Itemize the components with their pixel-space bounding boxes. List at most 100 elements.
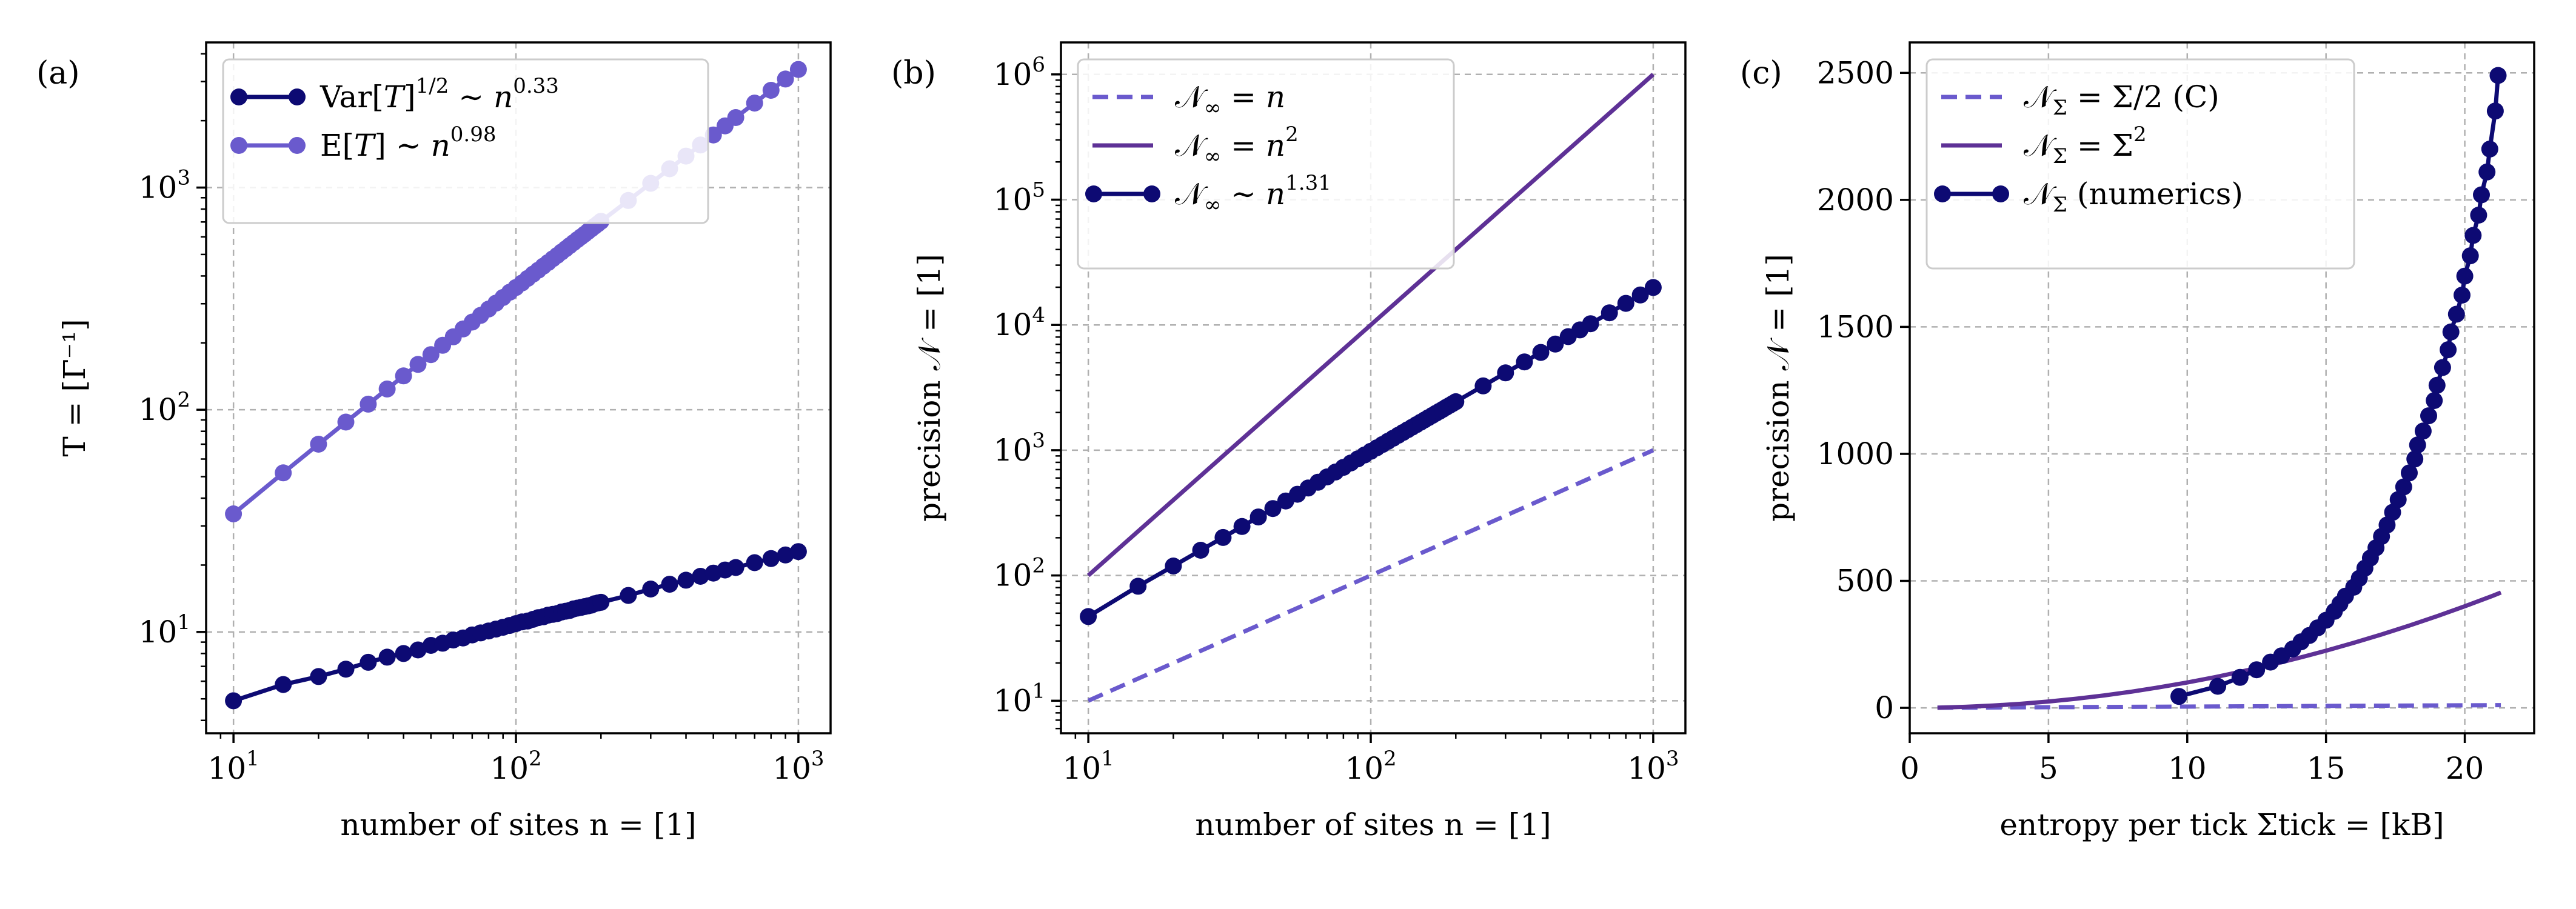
panel-a-series-0-point-38 [592,593,610,611]
panel-a-legend: Var[T]1/2 ∼ n0.33 E[T] ∼ n0.98 [222,58,709,224]
panel-a-series-1-point-5 [378,380,396,398]
panel-a-legend-marker-1-a [230,137,247,154]
panel-c-series-2-point-39 [2470,207,2487,224]
panel-b-series-2-point-1 [1129,578,1147,595]
panel-c-series-2-point-25 [2406,450,2424,468]
panel-c-series-2-point-2 [2231,668,2249,686]
panel-c-series-2-point-22 [2389,491,2407,508]
panel-c-legend: 𝒩Σ = Σ/2 (C)𝒩Σ = Σ2 𝒩Σ (numerics) [1925,58,2355,270]
panel-a-series-0-point-41 [661,576,678,593]
panel-c-series-2-point-32 [2440,341,2457,359]
panel-b-series-2-point-42 [1532,344,1550,361]
panel-a-series-1-point-4 [360,395,377,413]
panel-c-series-2-point-21 [2384,504,2401,521]
panel-a-series-0-point-1 [275,676,292,693]
panel-b-ytick-label-1: 102 [994,554,1045,593]
panel-c-series-2-point-28 [2420,407,2437,425]
panel-c-legend-label-1: 𝒩Σ = Σ2 [2024,122,2147,168]
panel-c-frame [1909,41,2535,734]
panel-a-series-0-point-2 [310,668,327,685]
panel-c-series-2-point-3 [2248,661,2266,679]
panel-c-series-2-point-23 [2395,478,2412,496]
panel-c-letter: (c) [1740,55,1782,92]
panel-a-legend-marker-0-b [289,88,306,105]
panel-b-xtick-label-1: 102 [1345,747,1396,786]
panel-c-series-2-point-42 [2481,141,2498,158]
panel-c-series-2-point-35 [2454,287,2471,304]
panel-b-series-2-point-48 [1617,295,1634,312]
panel-c-series-0-line [1937,703,2501,710]
panel-a-series-0-point-40 [642,581,660,598]
panel-a-xlabel: number of sites n = [1] [340,807,696,842]
panel-c-ytick-label-4: 2000 [1817,182,1894,218]
panel-c-legend-marker-2-b [1992,185,2009,202]
panel-a-series-1-point-48 [762,82,780,99]
panel-a-xtick-label-2: 103 [772,747,824,786]
panel-a-series-0-point-0 [225,692,243,710]
panel-c-series-2-point-44 [2489,67,2507,84]
panel-b-series-1-line [1086,73,1655,578]
panel-c-series-2-point-31 [2434,359,2451,376]
panel-b-series-2-point-0 [1080,608,1097,625]
panel-a-series-1-point-44 [704,126,722,144]
panel-b-ytick-label-0: 101 [994,679,1045,718]
panel-c-series-2-point-29 [2426,392,2443,409]
panel-c-legend-label-2: 𝒩Σ (numerics) [2024,176,2243,217]
panel-b-series-2-point-7 [1264,500,1282,518]
panel-b-series-2-point-5 [1233,518,1251,535]
panel-b-xtick-label-0: 101 [1063,747,1114,786]
panel-b-series-0-line [1087,448,1654,703]
panel-a-series-0-point-49 [777,546,794,564]
panel-c-series-2-point-27 [2414,422,2432,440]
panel-c-xtick-label-0: 0 [1900,751,1919,786]
panel-c: 0 5 10 15 20 0 500 1000 1500 2000 2500 (c) entropy… [1740,41,2535,842]
panel-c-ytick-label-0: 0 [1875,690,1894,725]
panel-c-ytick-label-2: 1000 [1817,436,1894,471]
panel-a-series-1-point-7 [409,356,427,373]
panel-c-xtick-label-2: 10 [2168,751,2207,786]
panel-a-series-0-point-42 [677,571,695,589]
panel-c-series-2-point-33 [2442,323,2460,341]
panel-a-series-1-point-0 [225,505,243,522]
panel-b-series-2-point-4 [1214,528,1232,546]
panel-b-letter: (b) [891,55,936,92]
panel-a-series-1-point-50 [789,61,807,78]
panel-a-series-1-point-46 [727,109,744,126]
panel-a-series-0-point-43 [692,568,709,585]
panel-c-series-2-point-38 [2464,227,2482,244]
panel-b-legend-marker-2-b [1143,185,1160,202]
panel-b-ytick-label-5: 106 [994,53,1045,92]
panel-b-series-2-point-38 [1447,393,1465,410]
panel-c-ytick-label-1: 500 [1836,564,1894,599]
panel-c-ytick-label-5: 2500 [1817,55,1894,90]
panel-a-series-0-point-50 [789,543,807,561]
panel-a-ytick-label-1: 102 [139,388,190,427]
panel-c-xtick-label-1: 5 [2039,751,2058,786]
panel-b-series-2-point-49 [1631,286,1649,304]
panel-b-series-2-point-39 [1474,377,1492,395]
panel-b-series-2-point-43 [1547,335,1564,353]
panel-a-legend-box [222,58,709,224]
panel-c-series-2-point-1 [2209,678,2227,695]
panel-a-xtick-label-0: 101 [208,747,259,786]
panel-a-letter: (a) [36,55,80,92]
panel-b-legend-label-0: 𝒩∞ = n [1175,79,1285,120]
panel-c-series-2-point-36 [2456,267,2474,285]
panel-a-series-0-point-5 [378,648,396,666]
panel-c-series-2-point-34 [2447,305,2465,323]
panel-b-legend-label-2: 𝒩∞ ∼ n1.31 [1175,171,1331,217]
panel-b-series-2-point-50 [1644,279,1662,296]
panel-b-series-2-point-47 [1601,304,1618,322]
panel-c-legend-label-0: 𝒩Σ = Σ/2 (C) [2024,79,2220,120]
panel-a-series-0-point-48 [762,550,780,567]
panel-a: 101 102 103 101 102 103 (a) number of sites n… [36,41,832,842]
panel-b-frame [1060,41,1687,734]
panel-a-legend-marker-0-a [230,88,247,105]
panel-c-series-2-point-20 [2378,516,2396,534]
panel-a-series-0-point-46 [727,559,744,576]
panel-b-xtick-label-2: 103 [1627,747,1679,786]
panel-a-series-0-point-3 [337,661,355,678]
panel-b-series-2-point-2 [1165,558,1182,574]
panel-a-series-1-point-49 [777,70,794,88]
